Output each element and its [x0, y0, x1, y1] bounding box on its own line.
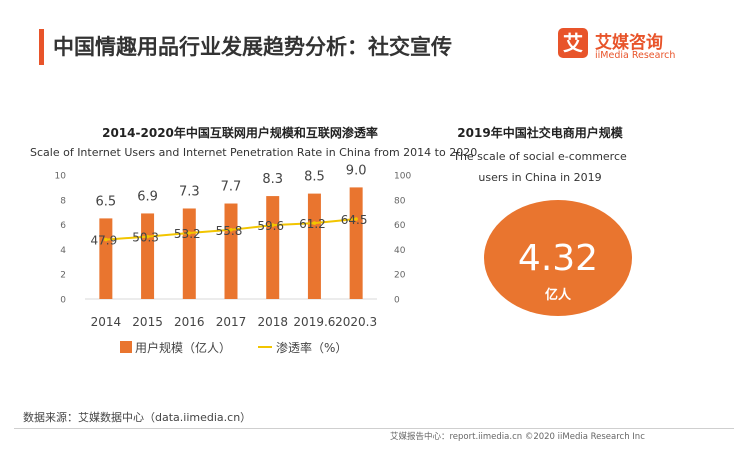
bar-value-label: 8.5: [304, 170, 325, 185]
logo-en-text: iiMedia Research: [595, 50, 676, 61]
y-axis-tick-label: 8: [60, 196, 66, 206]
footer-divider: [14, 428, 734, 429]
title-accent-bar: [39, 29, 44, 65]
line-point: [312, 221, 317, 225]
bar: [266, 196, 280, 299]
y-axis-tick-label: 10: [55, 172, 67, 182]
bar: [141, 213, 155, 299]
y-axis-tick-label: 0: [60, 296, 66, 306]
left-chart-subtitle: Scale of Internet Users and Internet Pen…: [30, 146, 478, 159]
bar-value-label: 7.7: [221, 180, 242, 195]
footer-credit: 艾媒报告中心：report.iimedia.cn ©2020 iiMedia R…: [390, 432, 645, 442]
line-value-label: 64.5: [341, 213, 368, 227]
right-chart-title: 2019年中国社交电商用户规模: [457, 126, 623, 140]
x-axis-tick-label: 2015: [132, 315, 163, 329]
y2-axis-tick-label: 60: [394, 221, 406, 231]
bar-value-label: 7.3: [179, 184, 200, 199]
y2-axis-tick-label: 40: [394, 246, 406, 256]
bubble-unit: 亿人: [544, 288, 571, 303]
y2-axis-tick-label: 80: [394, 196, 406, 206]
line-value-label: 53.2: [174, 227, 201, 241]
x-axis-tick-label: 2014: [91, 315, 122, 329]
bar: [182, 208, 196, 299]
social-ecommerce-bubble: 4.32 亿人: [484, 200, 632, 316]
bar: [307, 193, 321, 299]
x-axis-tick-label: 2020.3: [335, 315, 377, 329]
line-value-label: 50.3: [132, 231, 159, 245]
line-value-label: 47.9: [90, 234, 117, 248]
line-point: [354, 217, 358, 221]
bubble-value: 4.32: [517, 238, 599, 279]
line-point: [145, 234, 150, 239]
bar: [99, 218, 113, 299]
x-axis-tick-label: 2019.6: [293, 315, 335, 329]
page-title: 中国情趣用品行业发展趋势分析：社交宣传: [53, 35, 452, 59]
y-axis-tick-label: 2: [60, 271, 66, 281]
iimedia-logo: 艾 艾媒咨询 iiMedia Research: [558, 26, 728, 66]
bar: [349, 187, 363, 299]
legend-bar-label: 用户规模（亿人）: [135, 340, 231, 355]
logo-mark-icon: 艾: [558, 28, 588, 58]
bar-value-label: 6.5: [96, 194, 117, 209]
line-value-label: 59.6: [257, 219, 284, 233]
bar-value-label: 6.9: [137, 189, 158, 204]
y2-axis-tick-label: 100: [394, 172, 411, 182]
x-axis-tick-label: 2016: [174, 315, 205, 329]
y2-axis-tick-label: 0: [394, 296, 400, 306]
line-point: [187, 231, 192, 235]
line-point: [104, 237, 108, 242]
y2-axis-tick-label: 20: [394, 271, 406, 281]
x-axis-tick-label: 2018: [257, 315, 288, 329]
line-point: [270, 223, 275, 227]
bar-value-label: 8.3: [262, 172, 283, 187]
line-point: [229, 228, 233, 232]
bar: [224, 203, 238, 299]
right-chart-subtitle: The scale of social e-commerce users in …: [453, 150, 627, 184]
bar-value-label: 9.0: [346, 163, 367, 178]
y-axis-tick-label: 6: [60, 221, 66, 231]
y-axis-tick-label: 4: [60, 246, 66, 256]
data-source: 数据来源：艾媒数据中心（data.iimedia.cn）: [23, 411, 252, 424]
line-value-label: 55.8: [216, 224, 243, 238]
x-axis-tick-label: 2017: [216, 315, 247, 329]
legend-line-label: 渗透率（%）: [276, 340, 347, 355]
left-chart-title: 2014-2020年中国互联网用户规模和互联网渗透率: [102, 126, 378, 140]
legend-bar-swatch: [120, 341, 132, 353]
logo-cn-text: 艾媒咨询: [595, 33, 663, 53]
line-value-label: 61.2: [299, 217, 326, 231]
